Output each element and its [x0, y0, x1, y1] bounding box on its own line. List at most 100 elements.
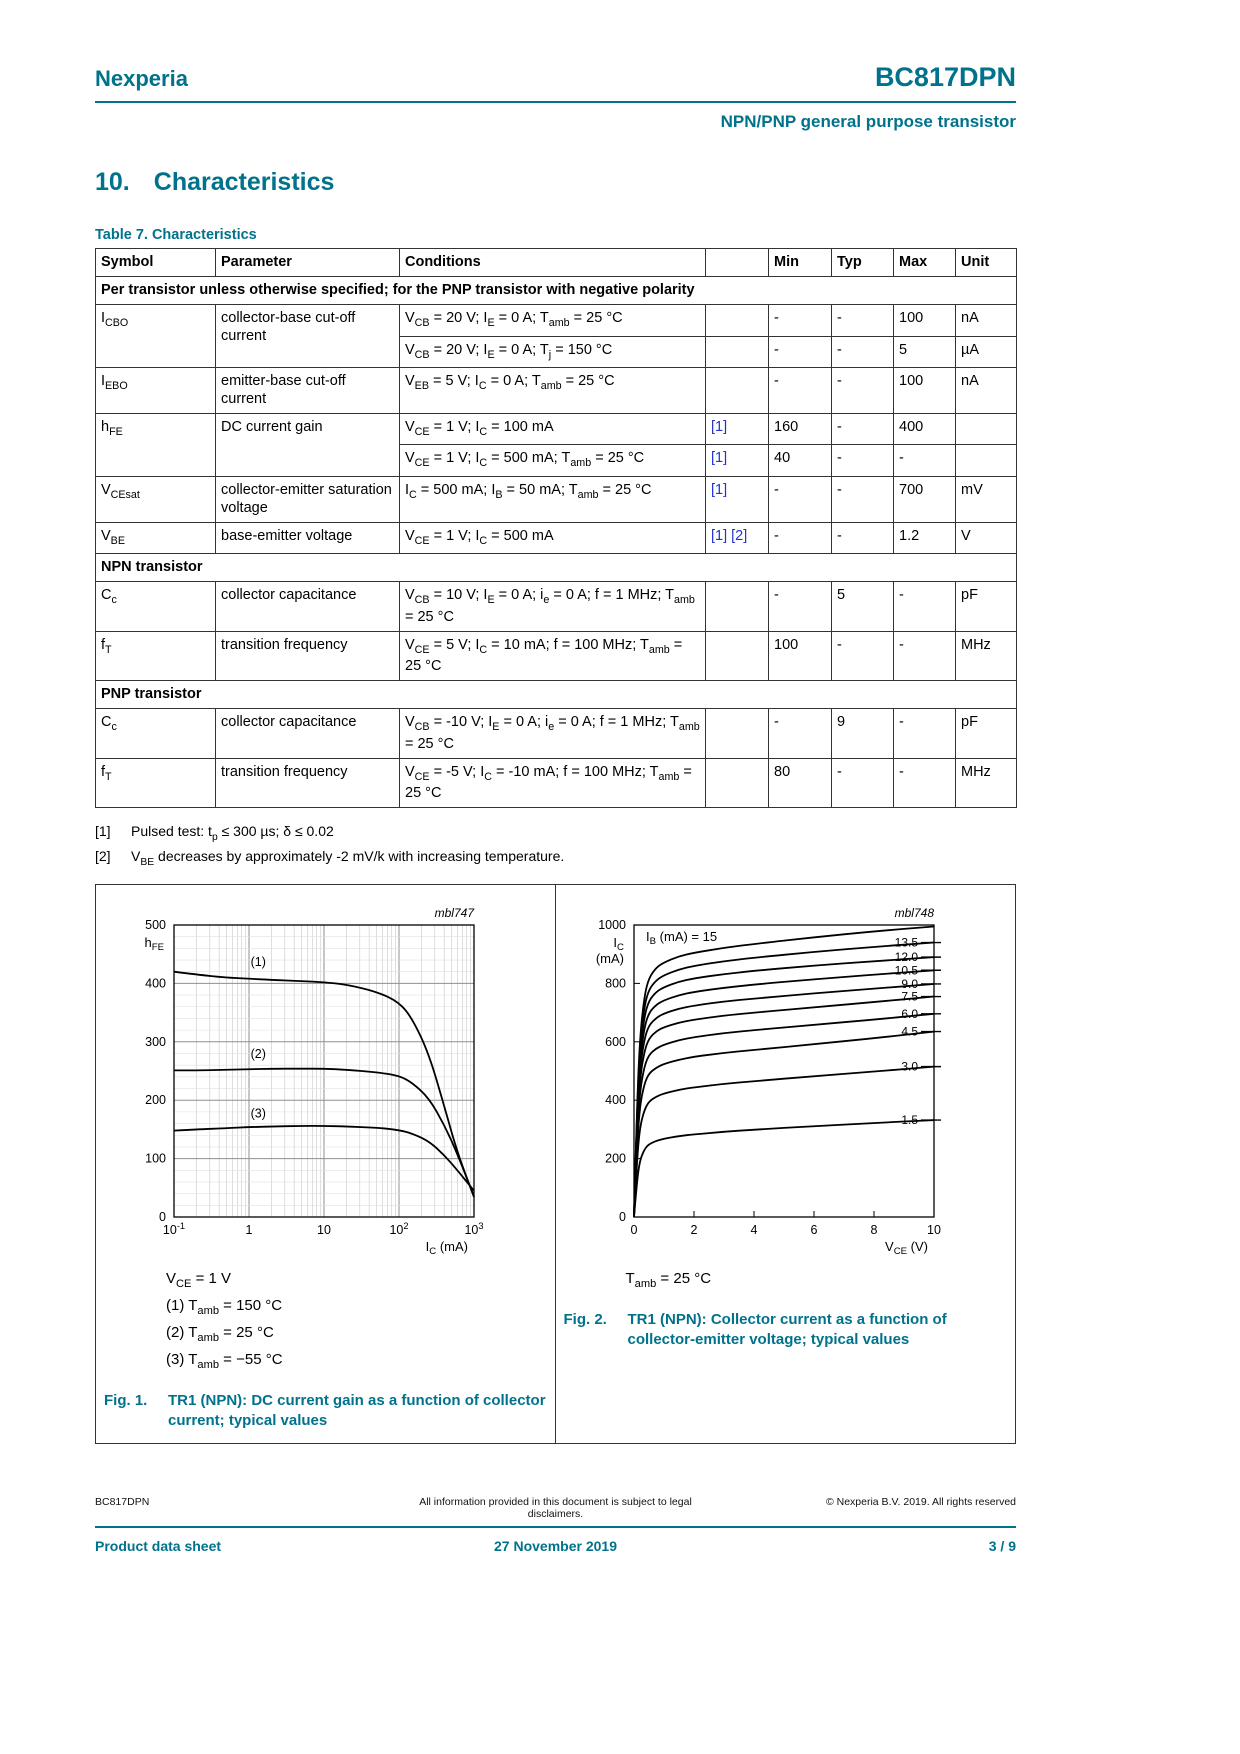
cell-refs: [1] — [705, 444, 769, 477]
cell-max: 100 — [893, 366, 956, 415]
cell-max: 700 — [893, 475, 956, 523]
footnote-ref-link[interactable]: [1] — [711, 450, 728, 467]
cell-unit: mV — [955, 475, 1017, 523]
footnote-ref-link[interactable]: [1] — [711, 527, 728, 544]
cell-symbol: VCEsat — [95, 475, 216, 523]
svg-text:100: 100 — [145, 1151, 166, 1165]
cell-refs — [705, 630, 769, 682]
footnote-ref-link[interactable]: [1] — [711, 481, 728, 498]
svg-text:13.5: 13.5 — [894, 935, 918, 949]
cell-unit: µA — [955, 335, 1017, 368]
cell-refs: [1] — [705, 475, 769, 523]
curve-13.5 — [632, 941, 934, 1217]
fig1-caption-label: Fig. 1. — [104, 1391, 148, 1409]
table-data-row: IEBO emitter-base cut-off current VEB = 5 … — [95, 366, 1017, 415]
col-refs — [705, 247, 769, 278]
svg-text:12.0: 12.0 — [894, 950, 918, 964]
col-min: Min — [768, 247, 832, 278]
cell-conditions: VCB = 10 V; IE = 0 A; ie = 0 A; f = 1 MH… — [399, 581, 706, 632]
cell-conditions: VCE = 1 V; IC = 100 mA — [399, 413, 706, 446]
footer-copyright: © Nexperia B.V. 2019. All rights reserve… — [825, 1496, 1016, 1508]
svg-text:1000: 1000 — [598, 918, 626, 932]
col-symbol: Symbol — [95, 247, 216, 278]
fig2-legend: Tamb = 25 °C — [626, 1268, 1016, 1295]
cell-min: 80 — [768, 757, 832, 809]
cell-parameter: transition frequency — [215, 630, 400, 682]
svg-text:400: 400 — [605, 1093, 626, 1107]
col-unit: Unit — [955, 247, 1017, 278]
cell-unit: nA — [955, 304, 1017, 337]
svg-text:4.5: 4.5 — [901, 1024, 918, 1038]
table-data-row: Cc collector capacitance VCB = 10 V; IE = … — [95, 581, 1017, 632]
fig2-chart-host: 0 2 4 6 8 10 0 200 400 600 800 1000 mbl748 VCE (V) IC(… — [556, 895, 1016, 1260]
svg-text:8: 8 — [870, 1223, 877, 1237]
cell-conditions: IC = 500 mA; IB = 50 mA; Tamb = 25 °C — [399, 475, 706, 523]
cell-typ: - — [831, 444, 894, 477]
cell-parameter: base-emitter voltage — [215, 521, 400, 555]
table-data-row: VCB = 20 V; IE = 0 A; Tj = 150 °C - -5 µA — [96, 335, 1017, 368]
cell-conditions: VEB = 5 V; IC = 0 A; Tamb = 25 °C — [399, 366, 706, 415]
cell-refs: [1] [2] — [705, 521, 769, 555]
svg-text:10: 10 — [927, 1223, 941, 1237]
brand-logo: Nexperia — [95, 66, 188, 91]
svg-text:800: 800 — [605, 976, 626, 990]
svg-text:10.5: 10.5 — [894, 963, 918, 977]
footnote-marker: [1] — [95, 823, 111, 840]
svg-text:0: 0 — [159, 1210, 166, 1224]
footer-rule — [95, 1526, 1016, 1528]
cell-refs — [705, 304, 769, 337]
cell-unit: MHz — [955, 630, 1017, 682]
cell-parameter: emitter-base cut-off current — [215, 366, 400, 415]
svg-text:6.0: 6.0 — [901, 1006, 918, 1020]
cell-parameter: collector capacitance — [215, 581, 400, 632]
cell-typ: - — [831, 521, 894, 555]
cell-typ: - — [831, 413, 894, 446]
cell-conditions: VCB = -10 V; IE = 0 A; ie = 0 A; f = 1 M… — [399, 708, 706, 759]
cell-min: - — [768, 708, 832, 759]
characteristics-table-body: Per transistor unless otherwise specifie… — [95, 276, 1017, 809]
footer-doc-type: Product data sheet — [95, 1538, 222, 1554]
svg-text:4: 4 — [750, 1223, 757, 1237]
table-title: Table 7. Characteristics — [95, 227, 257, 243]
svg-text:102: 102 — [389, 1221, 408, 1237]
cell-parameter: transition frequency — [215, 757, 400, 809]
footnote-ref-link[interactable]: [2] — [731, 527, 748, 544]
svg-text:VCE (V): VCE (V) — [885, 1239, 928, 1255]
cell-conditions: VCB = 20 V; IE = 0 A; Tamb = 25 °C — [399, 304, 706, 337]
footer-doc-id: BC817DPN — [95, 1496, 150, 1508]
cell-refs: [1] — [705, 413, 769, 446]
cell-parameter: DC current gain — [215, 413, 400, 477]
cell-unit — [955, 413, 1017, 446]
svg-text:hFE: hFE — [144, 935, 164, 953]
cell-max: 1.2 — [893, 521, 956, 555]
cell-symbol: fT — [95, 630, 216, 682]
footnote: [1] Pulsed test: tp ≤ 300 µs; δ ≤ 0.02 — [95, 822, 1016, 844]
fig2-caption-label: Fig. 2. — [563, 1310, 607, 1328]
svg-text:7.5: 7.5 — [901, 989, 918, 1003]
fig1-caption: Fig. 1. TR1 (NPN): DC current gain as a … — [104, 1391, 547, 1432]
cell-max: 5 — [893, 335, 956, 368]
section-label: NPN transistor — [95, 553, 1017, 583]
cell-min: 100 — [768, 630, 832, 682]
cell-max: - — [893, 757, 956, 809]
table-data-row: ICBO collector-base cut-off current VCB = … — [95, 304, 1017, 368]
svg-text:600: 600 — [605, 1034, 626, 1048]
fig2-chart: 0 2 4 6 8 10 0 200 400 600 800 1000 mbl748 VCE (V) IC(… — [595, 906, 941, 1257]
cell-conditions: VCE = -5 V; IC = -10 mA; f = 100 MHz; Ta… — [399, 757, 706, 809]
cell-min: - — [768, 475, 832, 523]
cell-unit — [955, 444, 1017, 477]
cell-unit: pF — [955, 581, 1017, 632]
footer-date: 27 November 2019 — [494, 1538, 617, 1554]
document-subtitle: NPN/PNP general purpose transistor — [720, 112, 1016, 131]
footnote-ref-link[interactable]: [1] — [711, 419, 728, 436]
svg-text:103: 103 — [464, 1221, 483, 1237]
fig1-caption-text: TR1 (NPN): DC current gain as a function… — [168, 1391, 546, 1429]
section-number: 10. — [95, 168, 130, 196]
svg-text:(mA): (mA) — [595, 951, 623, 966]
legend-line: (3) Tamb = −55 °C — [166, 1350, 283, 1371]
svg-text:1: 1 — [246, 1223, 253, 1237]
cell-conditions: VCE = 1 V; IC = 500 mA; Tamb = 25 °C — [399, 444, 706, 477]
table-data-row: VCEsat collector-emitter saturation volta… — [95, 475, 1017, 523]
masthead: Nexperia BC817DPN — [95, 0, 1016, 93]
cell-typ: - — [831, 630, 894, 682]
